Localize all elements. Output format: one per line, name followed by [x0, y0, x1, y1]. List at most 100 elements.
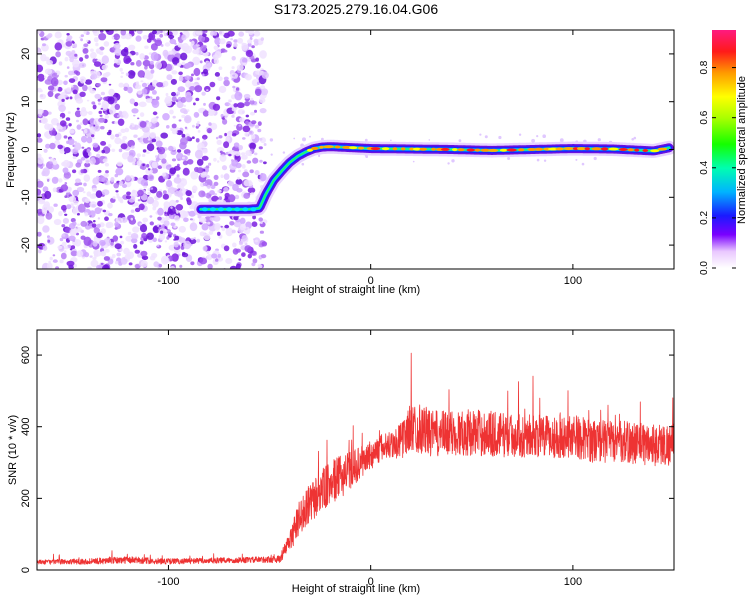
noise-blob [242, 125, 251, 133]
noise-blob [118, 82, 124, 88]
noise-blob [58, 211, 63, 217]
noise-blob [178, 225, 186, 233]
noise-blob [210, 31, 215, 37]
noise-blob [155, 96, 160, 101]
noise-blob [211, 195, 219, 202]
noise-blob [71, 85, 74, 88]
noise-blob [139, 240, 144, 245]
track-hotspot [234, 207, 241, 212]
noise-blob [105, 170, 109, 174]
noise-blob [101, 55, 110, 65]
noise-blob [118, 110, 123, 115]
noise-blob [84, 162, 91, 168]
noise-blob [169, 167, 177, 175]
noise-blob [82, 191, 86, 194]
noise-blob [63, 152, 67, 155]
noise-blob [94, 125, 101, 132]
noise-blob [151, 99, 160, 108]
noise-blob [213, 45, 219, 51]
noise-blob [428, 139, 431, 141]
noise-blob [121, 110, 128, 116]
noise-blob [92, 104, 97, 110]
noise-blob [171, 70, 178, 75]
y-tick-label: 400 [20, 418, 32, 436]
noise-blob [45, 143, 51, 149]
noise-blob [248, 180, 252, 184]
noise-blob [75, 98, 84, 104]
noise-blob [214, 37, 221, 45]
noise-blob [126, 191, 131, 196]
noise-blob [135, 81, 140, 86]
noise-blob [70, 250, 78, 257]
noise-blob [193, 67, 201, 77]
noise-blob [158, 225, 162, 228]
noise-blob [484, 135, 488, 139]
noise-blob [233, 42, 238, 48]
noise-blob [144, 45, 149, 49]
noise-blob [167, 50, 174, 55]
noise-blob [173, 241, 179, 248]
noise-blob [156, 190, 163, 198]
noise-blob [149, 255, 156, 261]
noise-blob [66, 66, 70, 69]
noise-blob [189, 218, 193, 221]
noise-blob [90, 259, 99, 268]
noise-blob [263, 161, 267, 165]
noise-blob [199, 231, 205, 237]
noise-blob [191, 136, 195, 139]
noise-blob [64, 245, 69, 250]
noise-blob [238, 124, 242, 127]
noise-blob [89, 210, 96, 218]
noise-blob [208, 230, 214, 235]
noise-blob [111, 148, 116, 152]
noise-blob [49, 256, 53, 261]
noise-blob [52, 160, 58, 166]
track-hotspot [401, 147, 406, 151]
noise-blob [238, 169, 242, 173]
noise-blob [89, 157, 97, 165]
noise-blob [253, 30, 261, 37]
noise-blob [89, 89, 96, 94]
noise-blob [208, 162, 212, 166]
noise-blob [141, 154, 146, 157]
noise-blob [51, 176, 59, 184]
noise-blob [243, 93, 251, 99]
noise-blob [80, 34, 85, 38]
noise-blob [180, 52, 188, 61]
noise-blob [117, 36, 120, 39]
noise-blob [158, 233, 166, 241]
noise-blob [91, 187, 98, 192]
noise-blob [169, 109, 174, 115]
noise-blob [247, 30, 254, 35]
y-tick-label: 10 [20, 96, 32, 108]
noise-blob [103, 173, 109, 178]
noise-blob [233, 142, 240, 148]
noise-blob [251, 120, 257, 125]
noise-blob [37, 133, 42, 138]
noise-blob [216, 256, 224, 262]
noise-blob [238, 145, 243, 151]
track-hotspot [349, 146, 358, 150]
noise-blob [247, 187, 256, 194]
noise-blob [194, 85, 203, 93]
noise-blob [148, 32, 156, 41]
noise-blob [145, 72, 154, 80]
noise-blob [155, 61, 163, 70]
noise-blob [43, 148, 48, 153]
noise-blob [165, 164, 172, 170]
track-hotspot [634, 148, 640, 152]
noise-blob [41, 207, 48, 215]
noise-blob [217, 231, 221, 236]
noise-blob [74, 110, 82, 118]
noise-blob [152, 237, 157, 243]
noise-blob [238, 31, 245, 37]
noise-blob [245, 74, 252, 81]
track-hotspot [226, 207, 233, 212]
noise-blob [175, 199, 179, 203]
spectrogram-y-ticks: -20 -10 0 10 20 [20, 48, 674, 253]
noise-blob [142, 59, 151, 67]
noise-blob [227, 30, 235, 37]
track-hotspot [441, 147, 450, 151]
noise-blob [66, 87, 71, 93]
noise-blob [102, 264, 110, 269]
